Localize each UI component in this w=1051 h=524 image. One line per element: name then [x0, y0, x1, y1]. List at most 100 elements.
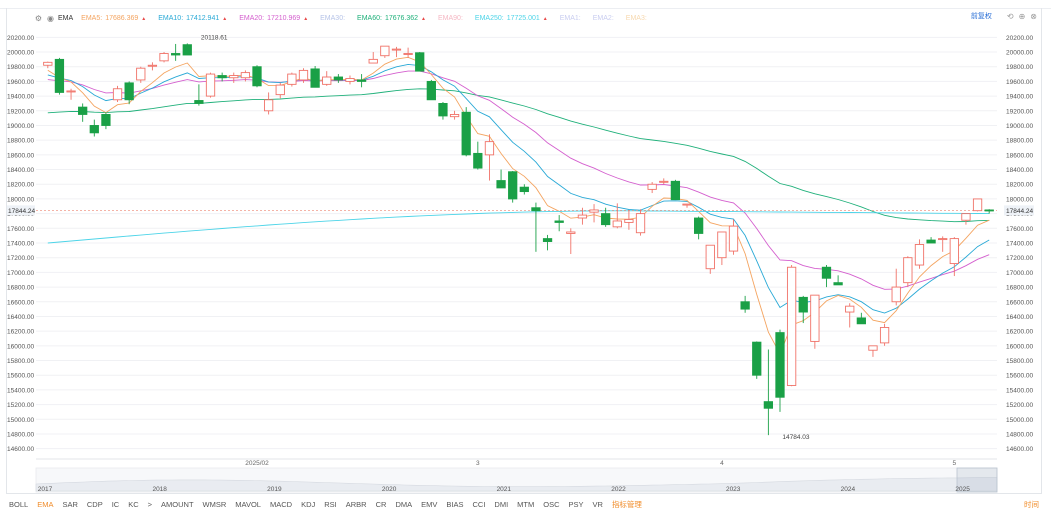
candle-down	[310, 68, 320, 88]
y-tick-label-right: 14800.00	[1006, 431, 1033, 438]
candle-down	[542, 238, 553, 242]
tab-boll[interactable]: BOLL	[9, 499, 29, 509]
y-tick-label-left: 15200.00	[7, 402, 34, 409]
indicator-item-3[interactable]: EMA30:	[320, 15, 345, 22]
candle-down	[356, 79, 367, 82]
y-tick-label-left: 19600.00	[7, 79, 34, 86]
close-icon[interactable]: ⊗	[1030, 11, 1037, 21]
tab-[interactable]: >	[147, 499, 153, 509]
tab-bias[interactable]: BIAS	[446, 499, 464, 509]
tab-emv[interactable]: EMV	[421, 499, 438, 509]
refresh-icon[interactable]: ⟲	[1006, 11, 1014, 21]
time-link[interactable]: 时间	[1024, 499, 1039, 509]
tab-mavol[interactable]: MAVOL	[235, 499, 261, 509]
tab-psy[interactable]: PSY	[568, 499, 584, 509]
overview-year-label: 2024	[841, 486, 856, 493]
tab-amount[interactable]: AMOUNT	[161, 499, 194, 509]
x-tick-label: 4	[720, 460, 724, 467]
candle-down	[438, 102, 448, 117]
candle-up	[717, 231, 727, 259]
indicator-name[interactable]: EMA	[58, 14, 74, 22]
indicator-item-6[interactable]: EMA250: 17725.001 ▲	[475, 15, 548, 22]
y-tick-label-right: 16400.00	[1006, 314, 1033, 321]
candle-up	[287, 73, 297, 85]
indicator-item-7[interactable]: EMA1:	[560, 15, 581, 22]
tab-arbr[interactable]: ARBR	[345, 499, 367, 509]
tab-vr[interactable]: VR	[592, 499, 603, 509]
candle-up	[903, 257, 913, 284]
y-tick-label-right: 17200.00	[1006, 255, 1033, 262]
overview-year-label: 2017	[38, 486, 53, 493]
tab-rsi[interactable]: RSI	[324, 499, 337, 509]
candle-up	[43, 61, 53, 66]
candle-up	[786, 266, 797, 386]
indicator-item-2[interactable]: EMA20: 17210.969 ▲	[239, 15, 308, 22]
y-tick-label-right: 18200.00	[1006, 182, 1033, 189]
tab-cr[interactable]: CR	[375, 499, 387, 509]
candle-up	[136, 67, 146, 81]
y-tick-label-left: 17200.00	[7, 255, 34, 262]
eye-icon[interactable]: ◉	[47, 13, 54, 23]
y-tick-label-left: 16000.00	[7, 343, 34, 350]
indicator-label: EMA5:	[81, 14, 103, 22]
candle-down	[740, 301, 750, 310]
tab-osc[interactable]: OSC	[543, 499, 560, 509]
candle-down	[763, 401, 774, 409]
overview-year-label: 2022	[611, 486, 626, 493]
candle-up	[380, 45, 390, 57]
tab-kdj[interactable]: KDJ	[301, 499, 316, 509]
tab-macd[interactable]: MACD	[269, 499, 293, 509]
up-arrow-icon: ▲	[421, 15, 426, 22]
tab-sar[interactable]: SAR	[62, 499, 78, 509]
y-tick-label-right: 20000.00	[1006, 50, 1033, 57]
x-tick-label: 3	[476, 460, 480, 467]
gear-icon[interactable]: ⚙	[34, 13, 43, 23]
indicator-item-9[interactable]: EMA3:	[626, 15, 647, 22]
candle-up	[147, 64, 158, 67]
y-tick-label-left: 17400.00	[7, 241, 34, 248]
indicator-legend: ⚙ ◉ EMA EMA5: 17686.369 ▲ EMA10: 17412.941 ▲ E…	[34, 11, 659, 25]
y-tick-label-left: 15800.00	[7, 358, 34, 365]
tab-dmi[interactable]: DMI	[494, 499, 509, 509]
indicator-label: EMA1:	[559, 14, 581, 22]
price-adjust-toggle[interactable]: 前复权	[970, 13, 992, 20]
last-price-tag-left	[7, 205, 35, 216]
indicator-item-8[interactable]: EMA2:	[593, 15, 614, 22]
candle-down	[821, 266, 832, 279]
tab-kc[interactable]: KC	[128, 499, 139, 509]
tab-ic[interactable]: IC	[111, 499, 120, 509]
y-tick-label-left: 18800.00	[7, 138, 34, 145]
indicator-tab-bar: BOLL EMA SAR CDP IC KC > AMOUNT WMSR MAVOL MACD KDJ…	[0, 496, 1051, 512]
tab-cdp[interactable]: CDP	[86, 499, 103, 509]
tab-wmsr[interactable]: WMSR	[202, 499, 227, 509]
candle-down	[775, 332, 785, 398]
tab-ema[interactable]: EMA	[37, 499, 54, 509]
up-arrow-icon: ▲	[141, 15, 147, 22]
candle-up	[229, 75, 239, 79]
candle-up	[705, 244, 715, 270]
y-tick-label-right: 20200.00	[1006, 35, 1033, 42]
tab-[interactable]: 指标管理	[611, 499, 642, 509]
indicator-label: EMA30:	[320, 14, 346, 22]
y-tick-label-left: 18000.00	[7, 196, 34, 203]
tab-dma[interactable]: DMA	[395, 499, 413, 509]
y-tick-label-left: 19200.00	[7, 108, 34, 115]
y-tick-label-right: 18400.00	[1006, 167, 1033, 174]
candle-up	[879, 327, 890, 344]
indicator-item-4[interactable]: EMA60: 17676.362 ▲	[357, 15, 426, 22]
tab-mtm[interactable]: MTM	[517, 499, 535, 509]
tab-cci[interactable]: CCI	[472, 499, 486, 509]
candle-down	[426, 80, 436, 101]
zoom-icon[interactable]: ⊕	[1018, 11, 1026, 21]
candle-up	[647, 183, 657, 190]
candle-up	[810, 294, 820, 342]
candlestick-chart: 20200.00 20200.00 20000.00 20000.00 19800.00…	[7, 34, 1034, 493]
y-tick-label-left: 16800.00	[7, 285, 34, 292]
indicator-item-0[interactable]: EMA5: 17686.369 ▲	[81, 15, 146, 22]
indicator-item-1[interactable]: EMA10: 17412.941 ▲	[158, 15, 227, 22]
candle-up	[566, 231, 576, 234]
y-tick-label-left: 18200.00	[7, 182, 34, 189]
candle-up	[298, 69, 309, 81]
y-tick-label-right: 19600.00	[1006, 79, 1033, 86]
indicator-item-5[interactable]: EMA90:	[438, 15, 463, 22]
